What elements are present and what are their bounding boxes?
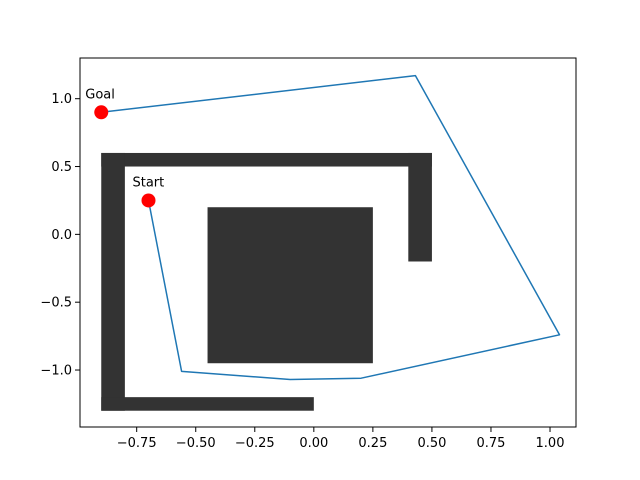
y-tick-label: 0.5 [51, 160, 72, 175]
point-annotations: Start Goal [85, 87, 164, 190]
obstacle-4 [207, 207, 373, 364]
axes-frame [79, 57, 577, 428]
x-tick-label: −0.25 [235, 436, 275, 451]
obstacle-1 [101, 152, 125, 411]
goal-label: Goal [85, 87, 115, 102]
x-tick-label: −0.50 [176, 436, 216, 451]
obstacle-2 [101, 397, 314, 411]
obstacle-0 [101, 152, 432, 167]
x-tick-label: 1.00 [536, 436, 565, 451]
path-line-0 [101, 74, 561, 381]
y-tick-label: −1.0 [40, 364, 72, 379]
start-label: Start [132, 175, 164, 190]
y-tick-label: 1.0 [51, 92, 72, 107]
x-tick-label: 0.75 [476, 436, 505, 451]
x-tick-label: 0.50 [417, 436, 446, 451]
point-markers [94, 105, 156, 208]
x-axis-ticks: −0.75 −0.50 −0.25 0.00 0.25 0.50 0.75 1.00 [117, 427, 565, 451]
y-axis-ticks: −1.0 −0.5 0.0 0.5 1.0 [40, 92, 80, 379]
obstacle-3 [408, 152, 432, 262]
start-marker [141, 193, 156, 208]
path-lines [101, 74, 561, 381]
x-tick-label: 0.25 [358, 436, 387, 451]
x-tick-label: 0.00 [299, 436, 328, 451]
y-tick-label: 0.0 [51, 228, 72, 243]
obstacles [101, 152, 432, 411]
y-tick-label: −0.5 [40, 296, 72, 311]
goal-marker [94, 105, 109, 120]
x-tick-label: −0.75 [117, 436, 157, 451]
